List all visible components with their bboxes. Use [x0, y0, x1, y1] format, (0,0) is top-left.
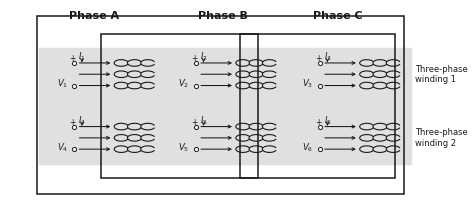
Text: +: +: [69, 54, 76, 63]
Text: +: +: [69, 118, 76, 126]
Text: +: +: [191, 118, 198, 126]
Text: Three-phase
winding 2: Three-phase winding 2: [415, 128, 468, 147]
Text: $I_2$: $I_2$: [200, 51, 207, 63]
Text: Three-phase
winding 1: Three-phase winding 1: [415, 64, 468, 84]
Text: $I_4$: $I_4$: [78, 114, 86, 127]
Text: $I_3$: $I_3$: [324, 51, 331, 63]
Text: $V_2$: $V_2$: [179, 78, 190, 90]
Text: $V_3$: $V_3$: [302, 78, 313, 90]
Bar: [39, 48, 410, 103]
Text: +: +: [315, 54, 321, 63]
Text: $I_6$: $I_6$: [324, 114, 331, 127]
Bar: [37, 16, 404, 194]
Bar: [101, 34, 258, 178]
Text: $V_5$: $V_5$: [179, 141, 190, 154]
Bar: [39, 103, 410, 163]
Bar: [240, 34, 395, 178]
Text: $V_4$: $V_4$: [57, 141, 68, 154]
Text: $I_1$: $I_1$: [78, 51, 86, 63]
Text: $I_5$: $I_5$: [200, 114, 207, 127]
Text: $V_1$: $V_1$: [57, 78, 68, 90]
Text: Phase C: Phase C: [313, 11, 363, 21]
Text: $V_6$: $V_6$: [302, 141, 314, 154]
Text: +: +: [191, 54, 198, 63]
Text: +: +: [315, 118, 321, 126]
Text: Phase B: Phase B: [198, 11, 247, 21]
Text: Phase A: Phase A: [69, 11, 119, 21]
